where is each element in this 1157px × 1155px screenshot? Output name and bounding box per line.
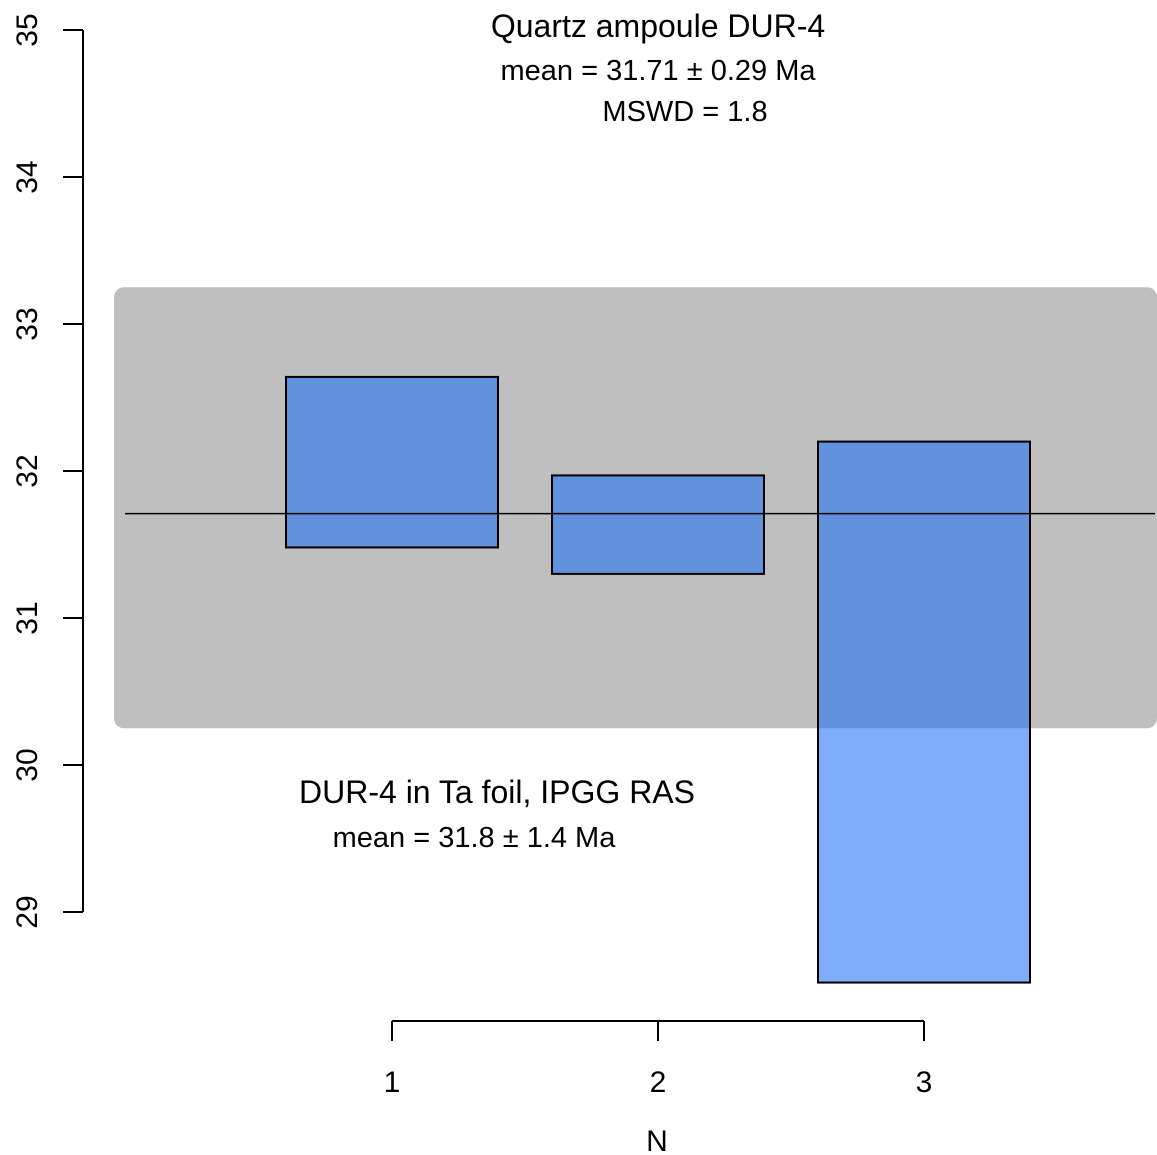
x-tick-label-1: 1 <box>384 1066 401 1099</box>
bar-overlap <box>818 441 1030 729</box>
reference-band-label: DUR-4 in Ta foil, IPGG RAS <box>299 774 695 810</box>
bar-overlap <box>552 475 764 574</box>
axes-layer: 29 30 31 32 33 34 35 1 2 3 <box>11 13 932 1099</box>
chart-subtitle-mean: mean = 31.71 ± 0.29 Ma <box>501 55 817 87</box>
y-tick-label-33: 33 <box>11 307 44 340</box>
bars-layer <box>125 375 1155 984</box>
x-axis-label: N <box>646 1125 668 1155</box>
x-tick-label-2: 2 <box>650 1066 667 1099</box>
bar-outline <box>551 474 765 575</box>
y-tick-label-29: 29 <box>11 895 44 928</box>
y-tick-label-30: 30 <box>11 748 44 781</box>
x-tick-label-3: 3 <box>916 1066 933 1099</box>
bar-outline <box>817 440 1031 984</box>
bar-outline <box>285 375 499 549</box>
chart-subtitle-mswd: MSWD = 1.8 <box>602 96 767 128</box>
bar-2 <box>551 474 765 575</box>
y-tick-label-31: 31 <box>11 601 44 634</box>
bar-3 <box>817 440 1031 984</box>
y-tick-label-35: 35 <box>11 13 44 46</box>
chart-title: Quartz ampoule DUR-4 <box>491 8 825 44</box>
y-tick-label-32: 32 <box>11 454 44 487</box>
y-tick-label-34: 34 <box>11 160 44 193</box>
bar-1 <box>285 375 499 549</box>
reference-band-mean: mean = 31.8 ± 1.4 Ma <box>333 822 617 854</box>
bar-overlap <box>286 376 498 548</box>
